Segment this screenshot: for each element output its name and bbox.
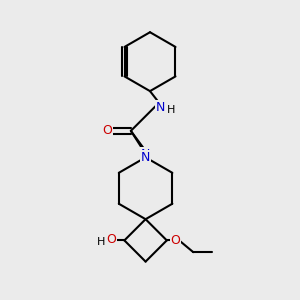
Text: O: O [171, 234, 181, 247]
Text: O: O [102, 124, 112, 137]
Text: N: N [141, 148, 150, 161]
Text: O: O [106, 233, 116, 246]
Text: N: N [156, 101, 165, 114]
Text: H: H [97, 237, 105, 247]
Text: N: N [141, 151, 150, 164]
Text: H: H [167, 105, 176, 115]
